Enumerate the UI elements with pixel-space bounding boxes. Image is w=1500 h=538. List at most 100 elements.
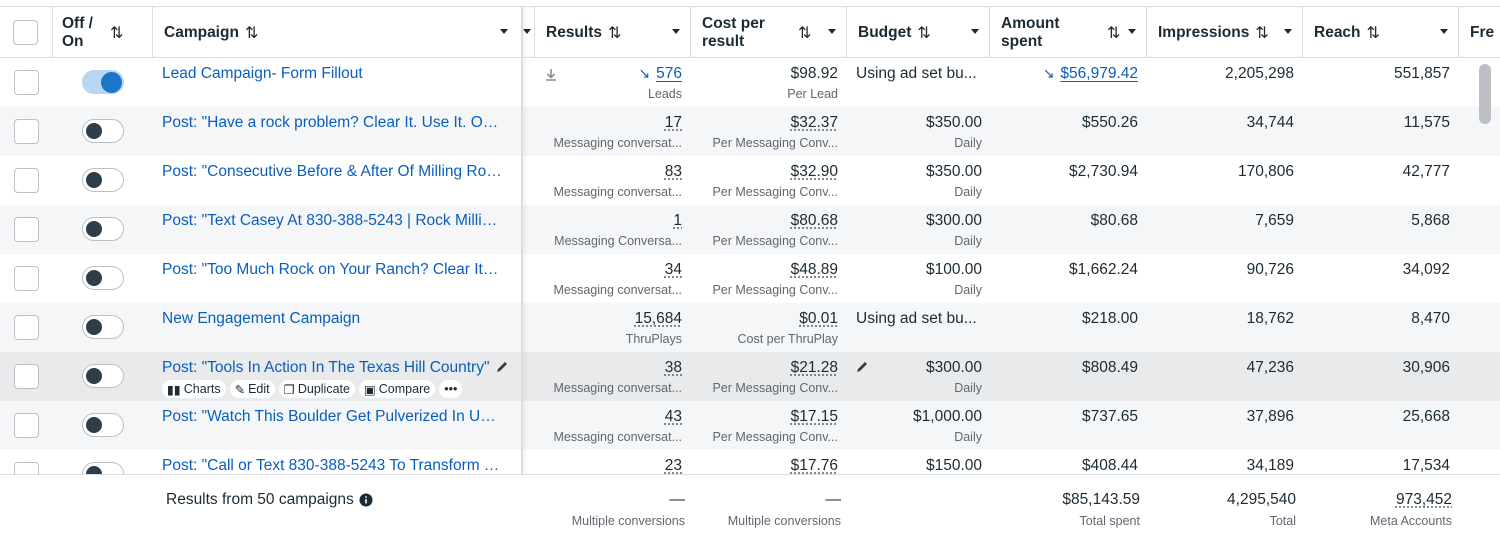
row-checkbox[interactable] — [14, 168, 39, 193]
header-status[interactable]: Off / On ⇅ — [53, 7, 153, 58]
select-all-checkbox[interactable] — [13, 20, 38, 45]
results-number: 15,684 — [634, 310, 682, 327]
cost-per-result-type: Per Messaging Conv... — [712, 381, 838, 395]
footer-amount-sub: Total spent — [1079, 514, 1140, 528]
cost-per-result-type: Per Messaging Conv... — [712, 136, 838, 150]
row-checkbox[interactable] — [14, 266, 39, 291]
edit-budget-pencil-icon[interactable] — [855, 360, 869, 374]
table-row[interactable]: Post: "Text Casey At 830-388-5243 | Rock… — [0, 205, 1500, 254]
sort-icon[interactable]: ⇅ — [244, 24, 259, 42]
campaign-toggle[interactable] — [82, 119, 124, 143]
footer-reach[interactable]: 973,452 — [1395, 491, 1452, 508]
header-amount-spent[interactable]: Amount spent ⇅ — [990, 7, 1147, 58]
duplicate-button[interactable]: ❐ Duplicate — [278, 380, 355, 398]
campaign-toggle[interactable] — [82, 70, 124, 94]
table-row[interactable]: New Engagement Campaign 15,684 ThruPlays $0… — [0, 303, 1500, 352]
header-impressions[interactable]: Impressions ⇅ — [1147, 7, 1303, 58]
amount-spent-value: $550.26 — [1082, 114, 1138, 132]
compare-button[interactable]: ▣ Compare — [358, 380, 436, 398]
sort-icon[interactable]: ⇅ — [1107, 24, 1121, 42]
campaign-name-link[interactable]: Post: "Too Much Rock on Your Ranch? Clea… — [162, 261, 502, 278]
impressions-value: 18,762 — [1246, 310, 1294, 327]
campaign-name-link[interactable]: New Engagement Campaign — [162, 310, 361, 327]
chevron-down-icon[interactable] — [971, 29, 979, 34]
header-cost-per-result[interactable]: Cost per result ⇅ — [691, 7, 847, 58]
budget-period: Daily — [954, 185, 982, 199]
budget-value: $300.00 — [925, 212, 982, 229]
row-checkbox[interactable] — [14, 70, 39, 95]
footer-cpr-sub: Multiple conversions — [727, 514, 841, 528]
campaign-name-link[interactable]: Lead Campaign- Form Fillout — [162, 65, 363, 82]
results-number: 43 — [664, 408, 682, 425]
toggle-knob — [86, 270, 102, 286]
chevron-down-icon[interactable] — [1284, 29, 1292, 34]
table-row[interactable]: Post: "Consecutive Before & After Of Mil… — [0, 156, 1500, 205]
table-row[interactable]: Lead Campaign- Form Fillout ↘ 576 Leads $98.… — [0, 58, 1500, 107]
row-checkbox[interactable] — [14, 119, 39, 144]
edit-button[interactable]: ✎ Edit — [229, 380, 275, 398]
sort-icon[interactable]: ⇅ — [608, 24, 622, 42]
row-checkbox[interactable] — [14, 364, 39, 389]
compare-icon: ▣ — [363, 382, 376, 397]
chevron-down-icon[interactable] — [672, 29, 680, 34]
campaign-name-link[interactable]: Post: "Have a rock problem? Clear It. Us… — [162, 114, 502, 131]
campaign-name-link[interactable]: Post: "Tools In Action In The Texas Hill… — [162, 359, 490, 376]
more-button[interactable]: ••• — [439, 380, 463, 398]
chevron-down-icon[interactable] — [828, 29, 836, 34]
reach-value: 17,534 — [1402, 457, 1450, 474]
vertical-scrollbar[interactable] — [1479, 64, 1491, 124]
chevron-down-icon[interactable] — [1440, 29, 1448, 34]
sort-icon[interactable]: ⇅ — [798, 24, 812, 42]
download-icon[interactable] — [544, 68, 558, 82]
row-checkbox[interactable] — [14, 217, 39, 242]
table-row[interactable]: Post: "Have a rock problem? Clear It. Us… — [0, 107, 1500, 156]
campaign-toggle[interactable] — [82, 364, 124, 388]
table-row[interactable]: Post: "Tools In Action In The Texas Hill… — [0, 352, 1500, 401]
campaign-toggle[interactable] — [82, 413, 124, 437]
header-budget-label: Budget — [858, 23, 912, 41]
charts-button[interactable]: ▮▮ Charts — [162, 380, 226, 398]
header-reach[interactable]: Reach ⇅ — [1303, 7, 1459, 58]
impressions-value: 90,726 — [1246, 261, 1294, 278]
campaign-name-link[interactable]: Post: "Consecutive Before & After Of Mil… — [162, 163, 502, 180]
results-value[interactable]: ↘ 576 — [638, 65, 682, 83]
sort-icon[interactable]: ⇅ — [1255, 24, 1269, 42]
info-icon[interactable] — [359, 493, 373, 507]
header-budget[interactable]: Budget ⇅ — [847, 7, 990, 58]
row-checkbox[interactable] — [14, 413, 39, 438]
sort-icon[interactable]: ⇅ — [110, 24, 124, 42]
impressions-value: 34,189 — [1246, 457, 1294, 474]
toggle-knob — [86, 319, 102, 335]
header-frequency[interactable]: Fre — [1459, 7, 1500, 58]
amount-spent-value: $2,730.94 — [1069, 163, 1138, 181]
toggle-knob — [86, 123, 102, 139]
campaign-name-link[interactable]: Post: "Watch This Boulder Get Pulverized… — [162, 408, 502, 425]
edit-pencil-icon[interactable] — [495, 360, 509, 374]
header-campaign[interactable]: Campaign ⇅ — [153, 7, 523, 58]
amount-spent-number: $2,730.94 — [1069, 163, 1138, 180]
chevron-down-icon[interactable] — [1128, 29, 1136, 34]
amount-spent-value: $737.65 — [1082, 408, 1138, 426]
campaign-toggle[interactable] — [82, 315, 124, 339]
sort-icon[interactable]: ⇅ — [917, 24, 931, 42]
campaign-toggle[interactable] — [82, 217, 124, 241]
campaign-toggle[interactable] — [82, 168, 124, 192]
sort-icon[interactable]: ⇅ — [1366, 24, 1380, 42]
campaign-name-link[interactable]: Post: "Text Casey At 830-388-5243 | Rock… — [162, 212, 502, 229]
campaign-toggle[interactable] — [82, 266, 124, 290]
budget-period: Daily — [954, 283, 982, 297]
results-value: 34 — [665, 261, 682, 279]
budget-value: $150.00 — [925, 457, 982, 474]
chevron-down-icon[interactable] — [523, 29, 531, 34]
header-results[interactable]: Results ⇅ — [535, 7, 691, 58]
trend-down-icon: ↘ — [638, 65, 651, 81]
table-row[interactable]: Post: "Watch This Boulder Get Pulverized… — [0, 401, 1500, 450]
budget-period: Daily — [954, 430, 982, 444]
table-row[interactable]: Post: "Too Much Rock on Your Ranch? Clea… — [0, 254, 1500, 303]
amount-spent-value[interactable]: ↘ $56,979.42 — [1043, 65, 1138, 83]
amount-spent-value: $218.00 — [1082, 310, 1138, 328]
campaign-name-link[interactable]: Post: "Call or Text 830-388-5243 To Tran… — [162, 457, 502, 474]
chevron-down-icon[interactable] — [500, 29, 508, 34]
reach-value: 30,906 — [1402, 359, 1450, 376]
row-checkbox[interactable] — [14, 315, 39, 340]
